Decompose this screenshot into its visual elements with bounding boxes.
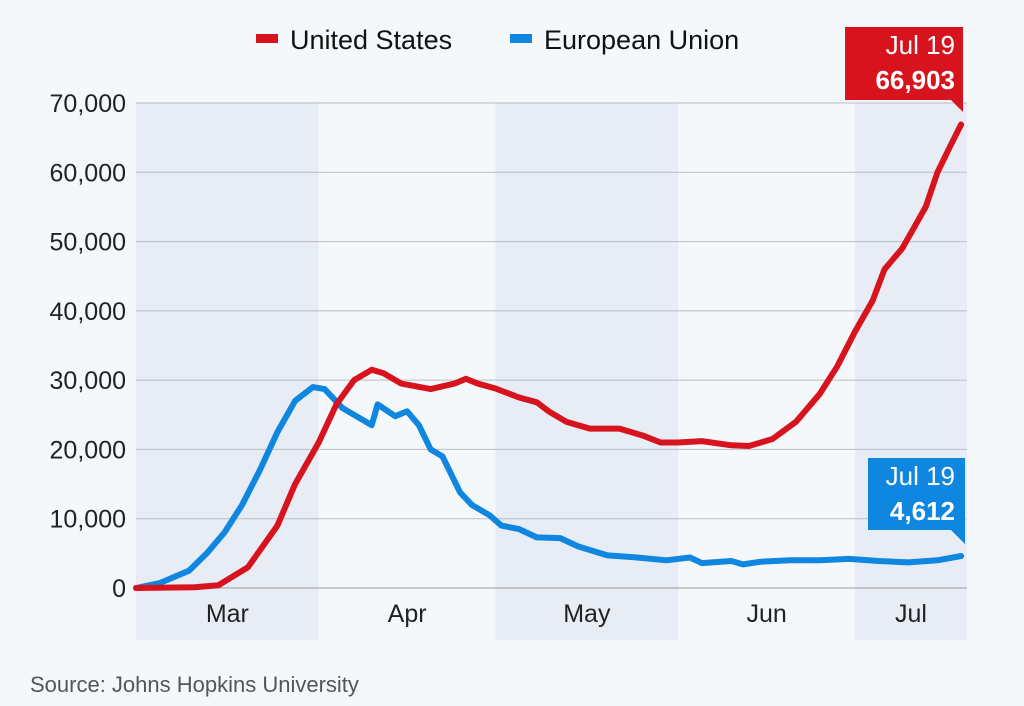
month-bands	[136, 103, 967, 640]
legend-swatch-us	[256, 34, 278, 43]
x-tick-label: Jun	[746, 600, 786, 628]
y-tick-label: 40,000	[50, 298, 126, 326]
y-tick-label: 0	[112, 575, 126, 603]
y-tick-label: 30,000	[50, 367, 126, 395]
y-tick-label: 50,000	[50, 229, 126, 257]
callout-us: Jul 19 66,903	[845, 27, 963, 112]
y-tick-label: 20,000	[50, 436, 126, 464]
legend-swatch-eu	[510, 34, 532, 43]
series-line-eu	[133, 384, 965, 591]
month-band-mar	[136, 103, 319, 640]
x-tick-label: Apr	[388, 600, 427, 628]
y-axis-ticks: 0 10,000 20,000 30,000 40,000 50,000 60,000 70,…	[50, 90, 126, 603]
legend-label-us: United States	[290, 25, 452, 55]
x-axis-ticks: Mar Apr May Jun Jul	[206, 600, 927, 628]
callout-eu-value: 4,612	[890, 496, 955, 526]
y-tick-label: 70,000	[50, 90, 126, 118]
legend: United States European Union	[256, 25, 739, 55]
y-tick-label: 10,000	[50, 506, 126, 534]
x-tick-label: Mar	[206, 600, 249, 628]
x-tick-label: May	[563, 600, 611, 628]
y-tick-label: 60,000	[50, 159, 126, 187]
series-lines	[133, 121, 965, 591]
month-band-jul	[855, 103, 967, 640]
callout-eu-date: Jul 19	[886, 461, 955, 491]
callout-us-value: 66,903	[875, 65, 955, 95]
series-line-us	[133, 121, 965, 591]
x-tick-label: Jul	[895, 600, 927, 628]
callout-us-date: Jul 19	[886, 30, 955, 60]
callout-eu: Jul 19 4,612	[868, 458, 965, 544]
legend-label-eu: European Union	[544, 25, 739, 55]
source-note: Source: Johns Hopkins University	[30, 672, 359, 697]
